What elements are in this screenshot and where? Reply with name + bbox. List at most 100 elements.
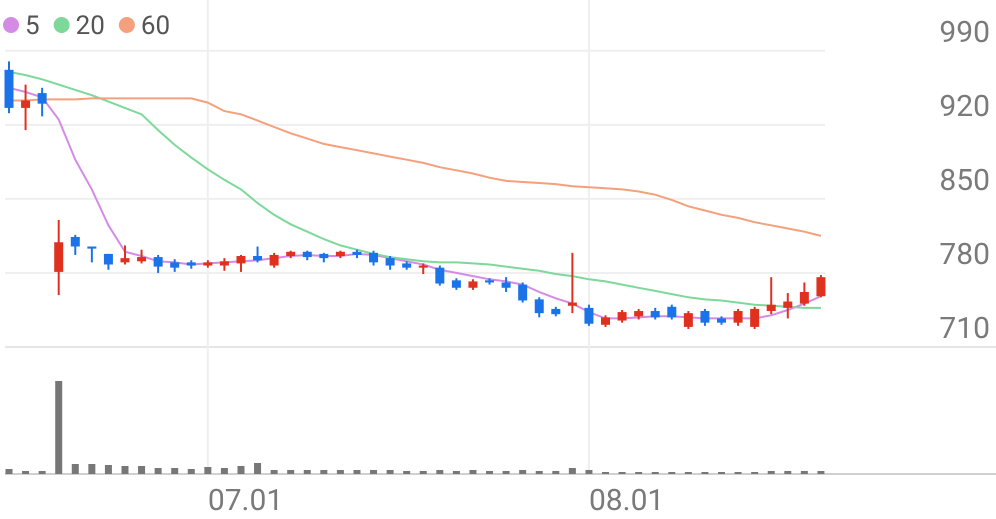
y-tick-label: 850 [939,163,990,198]
y-tick-label: 990 [939,15,990,50]
candle-body [750,308,760,327]
candle-body [335,251,345,257]
volume-bar [651,472,659,474]
candle-body [717,318,727,323]
volume-bar [469,470,477,474]
candle-body [451,280,461,288]
candle-body [352,251,362,255]
candle-body [551,308,561,315]
volume-bar [220,468,228,474]
ma-line [8,70,821,309]
candle-body [534,299,544,314]
volume-bar [204,467,212,474]
volume-bar [254,463,262,474]
candle-body [4,69,14,108]
volume-bar [88,464,96,474]
volume-bar [452,471,460,474]
candle-body [286,251,296,257]
candle-body [37,93,47,104]
candle-body [567,302,577,306]
volume-bar [519,470,527,474]
volume-bar [270,470,278,474]
volume-bar [436,470,444,474]
candle-body [435,267,445,284]
candle-body [601,317,611,325]
candle-body [54,242,64,272]
legend-label: 5 [25,11,40,41]
candle-body [120,258,130,263]
volume-bar [486,471,494,474]
legend-marker [53,17,70,33]
volume-bar [237,466,245,474]
volume-bar [71,464,79,474]
volume-bar [55,381,63,474]
volume-bar [121,466,129,474]
volume-bar [5,469,13,474]
candle-body [153,257,163,267]
candle-body [733,311,743,323]
candle-body [634,311,644,317]
volume-bar [320,470,328,474]
ma-line [8,86,822,320]
candle-body [219,261,229,266]
volume-bar [734,472,742,474]
candle-body [236,256,246,264]
candle-body [269,254,279,266]
volume-bar [38,471,46,474]
candle-body [683,313,693,327]
y-tick-label: 710 [939,311,990,346]
candle-body [402,263,412,268]
volume-bar [585,470,593,474]
volume-bar [751,472,759,474]
volume-bar [618,472,626,474]
candle-body [468,281,478,288]
volume-bar [403,471,411,474]
candle-body [799,291,809,304]
legend-label: 20 [76,11,105,41]
volume-bar [635,472,643,474]
candle-body [485,280,495,283]
candle-body [766,304,776,312]
volume-bar [568,468,576,474]
x-tick-label: 07.01 [208,483,283,518]
volume-bar [502,471,510,474]
volume-bar [701,472,709,474]
candle-body [518,284,528,301]
candle-body [418,265,428,268]
candle-body [650,311,660,318]
candle-body [21,100,31,108]
volume-bar [154,468,162,474]
volume-bar [187,469,195,474]
volume-bar [668,472,676,474]
volume-bar [535,471,543,474]
volume-bar [602,472,610,474]
volume-bar [104,465,112,474]
volume-bar [336,470,344,474]
candle-body [369,252,379,263]
volume-bar [817,471,825,474]
candle-body [70,236,80,247]
volume-bar [370,470,378,474]
volume-bar [684,472,692,474]
candle-body [584,307,594,324]
y-tick-label: 780 [939,237,990,272]
volume-bar [419,471,427,474]
volume-bar [718,472,726,474]
volume-bar [800,471,808,474]
legend-marker [3,17,19,33]
candle-body [700,311,710,323]
volume-bar [287,470,295,474]
volume-bar [303,470,311,474]
legend-marker [118,17,135,33]
y-tick-label: 920 [939,89,990,124]
candle-body [302,251,312,258]
ma-line [9,97,822,237]
candle-body [319,253,329,259]
legend-label: 60 [141,11,170,41]
x-tick-label: 08.01 [589,483,664,518]
candle-body [203,262,213,266]
candle-body [501,282,511,288]
candle-body [186,262,196,266]
candle-body [87,246,97,249]
